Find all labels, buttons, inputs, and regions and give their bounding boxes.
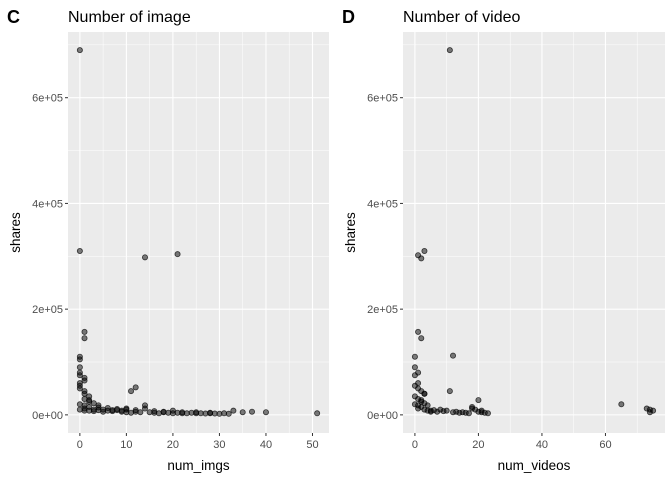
data-point bbox=[469, 403, 476, 410]
data-point bbox=[76, 356, 83, 363]
panel-d: D Number of video 0 20 40 60 0e+00 2e+05 4e+0… bbox=[342, 7, 665, 473]
data-point bbox=[81, 374, 88, 381]
y-tick-label: 6e+05 bbox=[32, 93, 63, 105]
data-point bbox=[132, 384, 139, 391]
data-point bbox=[141, 254, 148, 261]
data-point bbox=[314, 410, 321, 417]
x-tick-label: 0 bbox=[77, 439, 83, 451]
panel-c-y-axis-title: shares bbox=[8, 212, 23, 253]
panel-d-points bbox=[411, 47, 657, 417]
panel-c-points bbox=[76, 47, 321, 417]
panel-c-tag: C bbox=[7, 7, 20, 27]
data-point bbox=[160, 408, 167, 415]
panel-d-plot-area bbox=[403, 32, 665, 433]
panel-c-x-axis-title: num_imgs bbox=[167, 458, 230, 473]
data-point bbox=[484, 410, 491, 417]
data-point bbox=[418, 397, 425, 404]
data-point bbox=[141, 402, 148, 409]
data-point bbox=[427, 408, 434, 415]
y-tick-label: 6e+05 bbox=[367, 93, 398, 105]
data-point bbox=[151, 408, 158, 415]
data-point bbox=[618, 401, 625, 408]
data-point bbox=[179, 409, 186, 416]
data-point bbox=[76, 47, 83, 54]
data-point bbox=[421, 248, 428, 255]
x-tick-label: 20 bbox=[167, 439, 179, 451]
panel-c-plot-area bbox=[68, 32, 329, 433]
x-tick-label: 30 bbox=[213, 439, 225, 451]
panel-d-x-axis: 0 20 40 60 bbox=[412, 433, 612, 451]
data-point bbox=[76, 382, 83, 389]
panel-c-x-axis: 0 10 20 30 40 50 bbox=[77, 433, 319, 451]
data-point bbox=[123, 406, 130, 413]
data-point bbox=[169, 407, 176, 414]
y-tick-label: 0e+00 bbox=[32, 410, 63, 422]
data-point bbox=[81, 335, 88, 342]
x-tick-label: 60 bbox=[599, 439, 611, 451]
x-tick-label: 50 bbox=[306, 439, 318, 451]
data-point bbox=[262, 409, 269, 416]
y-tick-label: 4e+05 bbox=[32, 198, 63, 210]
panel-c: C Number of image 0 10 20 30 40 50 0e+00 2e+05… bbox=[7, 7, 329, 473]
panel-d-y-axis-title: shares bbox=[343, 212, 358, 253]
y-tick-label: 0e+00 bbox=[367, 410, 398, 422]
y-tick-label: 4e+05 bbox=[367, 198, 398, 210]
data-point bbox=[230, 407, 237, 414]
data-point bbox=[421, 390, 428, 397]
data-point bbox=[225, 410, 232, 417]
data-point bbox=[411, 372, 418, 379]
y-tick-label: 2e+05 bbox=[367, 304, 398, 316]
data-point bbox=[446, 47, 453, 54]
panel-d-title: Number of video bbox=[403, 9, 520, 26]
panel-c-y-axis: 0e+00 2e+05 4e+05 6e+05 bbox=[32, 93, 68, 422]
data-point bbox=[411, 353, 418, 360]
data-point bbox=[76, 248, 83, 255]
data-point bbox=[450, 352, 457, 359]
data-point bbox=[411, 364, 418, 371]
data-point bbox=[174, 251, 181, 258]
data-point bbox=[81, 407, 88, 414]
x-tick-label: 10 bbox=[120, 439, 132, 451]
data-point bbox=[249, 408, 256, 415]
data-point bbox=[81, 396, 88, 403]
panel-d-tag: D bbox=[342, 7, 355, 27]
data-point bbox=[478, 407, 485, 414]
data-point bbox=[434, 408, 441, 415]
data-point bbox=[207, 409, 214, 416]
x-tick-label: 0 bbox=[412, 439, 418, 451]
panel-d-y-axis: 0e+00 2e+05 4e+05 6e+05 bbox=[367, 93, 403, 422]
data-point bbox=[81, 402, 88, 409]
data-point bbox=[239, 409, 246, 416]
data-point bbox=[132, 407, 139, 414]
x-tick-label: 40 bbox=[260, 439, 272, 451]
data-point bbox=[415, 402, 422, 409]
data-point bbox=[446, 388, 453, 395]
data-point bbox=[418, 335, 425, 342]
data-point bbox=[86, 398, 93, 405]
x-tick-label: 40 bbox=[536, 439, 548, 451]
data-point bbox=[415, 328, 422, 335]
data-point bbox=[76, 372, 83, 379]
panel-c-title: Number of image bbox=[68, 9, 191, 26]
data-point bbox=[81, 328, 88, 335]
panel-c-grid bbox=[68, 32, 329, 433]
data-point bbox=[443, 407, 450, 414]
panel-d-x-axis-title: num_videos bbox=[498, 458, 571, 473]
data-point bbox=[650, 407, 657, 414]
data-point bbox=[418, 255, 425, 262]
data-point bbox=[475, 397, 482, 404]
data-point bbox=[193, 409, 200, 416]
y-tick-label: 2e+05 bbox=[32, 304, 63, 316]
data-point bbox=[76, 364, 83, 371]
data-point bbox=[128, 388, 135, 395]
data-point bbox=[465, 410, 472, 417]
x-tick-label: 20 bbox=[472, 439, 484, 451]
